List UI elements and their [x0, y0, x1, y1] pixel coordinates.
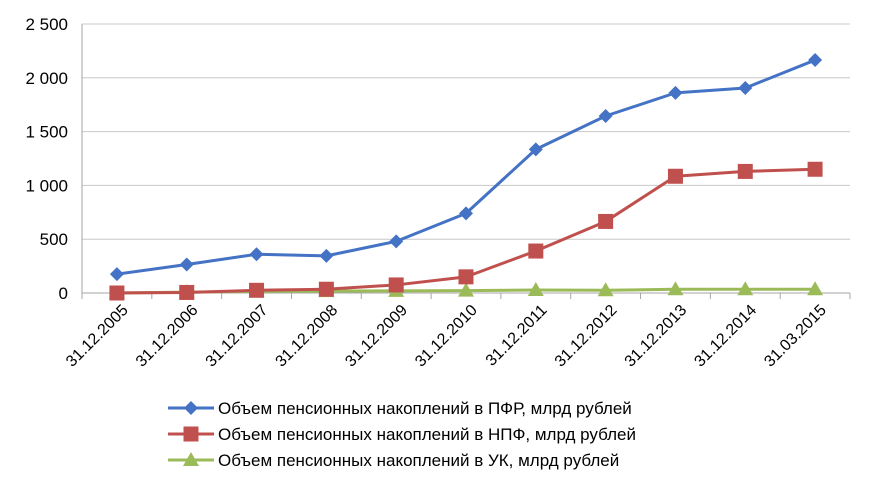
data-point	[318, 281, 334, 297]
data-point	[109, 285, 125, 301]
data-point	[109, 267, 124, 282]
legend-marker	[183, 452, 199, 466]
data-point	[808, 53, 823, 68]
data-point	[458, 269, 474, 285]
legend-marker	[184, 401, 198, 415]
y-tick-label: 2 000	[25, 69, 68, 88]
legend-marker	[183, 426, 199, 442]
y-tick-label: 2 500	[25, 15, 68, 34]
legend-label: Объем пенсионных накоплений в НПФ, млрд …	[218, 425, 636, 444]
data-point	[528, 243, 544, 259]
x-axis-tick-labels: 31.12.2005 31.12.2006 31.12.2007 31.12.2008…	[63, 302, 830, 371]
data-point	[667, 281, 684, 296]
data-point	[598, 108, 613, 123]
data-point	[807, 281, 824, 296]
legend: Объем пенсионных накоплений в ПФР, млрд …	[168, 399, 636, 470]
series-2	[109, 161, 823, 301]
data-point	[598, 213, 614, 229]
y-tick-label: 1 000	[25, 176, 68, 195]
series-line	[116, 58, 816, 276]
y-tick-label: 500	[40, 230, 68, 249]
series-1	[109, 53, 823, 282]
data-point	[668, 85, 683, 100]
legend-item-3: Объем пенсионных накоплений в УК, млрд р…	[168, 451, 619, 470]
x-tick-label: 31.12.2007	[203, 302, 272, 371]
legend-item-2: Объем пенсионных накоплений в НПФ, млрд …	[168, 425, 636, 444]
data-point	[667, 168, 683, 184]
data-point	[458, 282, 474, 297]
x-tick-label: 31.12.2005	[63, 302, 132, 371]
data-point	[319, 248, 334, 263]
data-point	[179, 284, 195, 300]
x-tick-label: 31.12.2014	[691, 302, 760, 371]
data-point	[597, 282, 614, 297]
x-tick-label: 31.12.2012	[552, 302, 621, 371]
x-tick-label: 31.03.2015	[761, 302, 830, 371]
legend-label: Объем пенсионных накоплений в ПФР, млрд …	[218, 399, 632, 418]
data-point	[527, 281, 544, 296]
data-point	[459, 206, 473, 221]
data-point	[807, 161, 823, 177]
x-tick-label: 31.12.2009	[342, 302, 411, 371]
y-tick-label: 0	[59, 284, 68, 303]
y-tick-label: 1 500	[25, 123, 68, 142]
x-tick-label: 31.12.2010	[412, 302, 481, 371]
x-tick-label: 31.12.2008	[273, 302, 342, 371]
data-point	[179, 257, 194, 272]
x-tick-label: 31.12.2006	[133, 302, 202, 371]
data-point	[249, 247, 264, 262]
data-point	[737, 281, 754, 296]
gridlines	[82, 23, 850, 240]
legend-item-1: Объем пенсионных накоплений в ПФР, млрд …	[168, 399, 632, 418]
x-tick-label: 31.12.2011	[483, 302, 551, 370]
data-point	[249, 282, 265, 298]
data-point	[738, 81, 753, 96]
legend-label: Объем пенсионных накоплений в УК, млрд р…	[218, 451, 619, 470]
series-lines	[108, 53, 824, 301]
x-tick-label: 31.12.2013	[622, 302, 691, 371]
data-point	[388, 277, 404, 293]
data-point	[528, 142, 543, 157]
data-point	[737, 163, 753, 179]
data-point	[389, 234, 404, 249]
y-axis-tick-labels: 0 500 1 000 1 500 2 000 2 500	[25, 15, 68, 303]
axes	[81, 24, 851, 299]
